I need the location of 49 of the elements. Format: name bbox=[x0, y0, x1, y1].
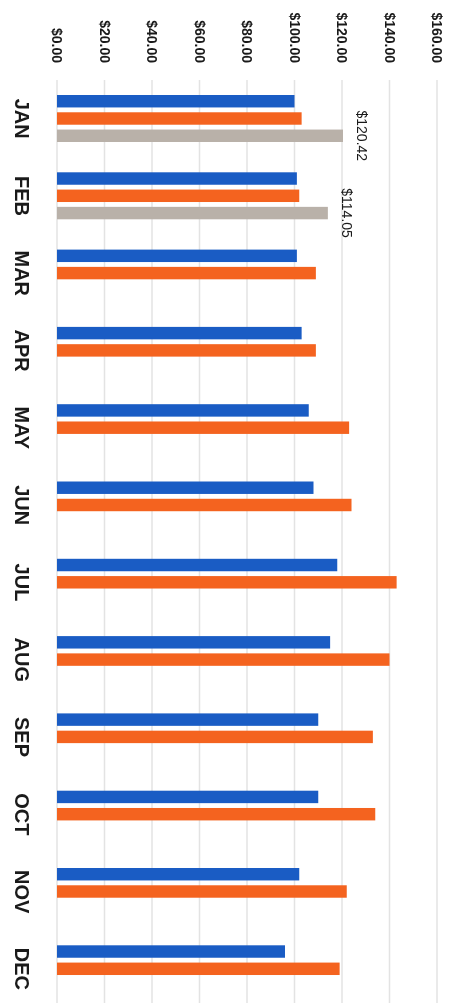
y-tick-label: MAR bbox=[11, 250, 33, 297]
bar bbox=[57, 498, 352, 512]
bar bbox=[57, 790, 319, 804]
y-tick-label: JUL bbox=[11, 563, 33, 602]
bar bbox=[57, 344, 316, 357]
bar bbox=[57, 713, 319, 726]
bar bbox=[57, 636, 331, 649]
x-tick-label: $40.00 bbox=[144, 20, 160, 64]
bar bbox=[57, 945, 285, 958]
y-tick-label: AUG bbox=[11, 637, 33, 682]
x-tick-label: $120.00 bbox=[334, 12, 350, 64]
bar bbox=[57, 868, 300, 881]
y-tick-label: NOV bbox=[11, 869, 33, 914]
bar bbox=[57, 112, 302, 125]
y-tick-label: SEP bbox=[11, 717, 33, 758]
bar bbox=[57, 266, 316, 280]
bar bbox=[57, 206, 328, 220]
y-tick-label: JUN bbox=[11, 485, 33, 526]
x-tick-label: $0.00 bbox=[49, 27, 65, 64]
bar bbox=[57, 885, 347, 898]
data-label: $120.42 bbox=[354, 110, 370, 162]
bar bbox=[57, 95, 295, 108]
bar bbox=[57, 558, 338, 572]
x-tick-label: $20.00 bbox=[96, 20, 113, 64]
y-tick-label: OCT bbox=[11, 793, 33, 836]
bar bbox=[57, 189, 300, 203]
y-tick-label: DEC bbox=[11, 947, 33, 991]
bar bbox=[57, 576, 397, 589]
y-tick-label: MAY bbox=[11, 406, 33, 450]
bar bbox=[57, 481, 314, 494]
y-tick-label: FEB bbox=[11, 175, 33, 216]
bar bbox=[57, 807, 376, 821]
x-tick-label: $160.00 bbox=[429, 12, 445, 64]
bar bbox=[57, 326, 302, 340]
bar bbox=[57, 730, 373, 744]
data-label: $114.05 bbox=[338, 188, 355, 239]
x-tick-label: $100.00 bbox=[286, 12, 303, 64]
bar bbox=[57, 249, 297, 263]
bar bbox=[57, 172, 297, 185]
y-tick-label: JAN bbox=[11, 98, 33, 139]
x-tick-label: $80.00 bbox=[239, 20, 255, 64]
bar bbox=[57, 129, 343, 142]
bar bbox=[57, 404, 309, 417]
bar bbox=[57, 653, 390, 666]
x-tick-label: $60.00 bbox=[191, 20, 208, 64]
y-tick-label: APR bbox=[11, 329, 33, 373]
bar bbox=[57, 421, 350, 434]
bar bbox=[57, 962, 340, 976]
x-tick-label: $140.00 bbox=[381, 12, 398, 64]
